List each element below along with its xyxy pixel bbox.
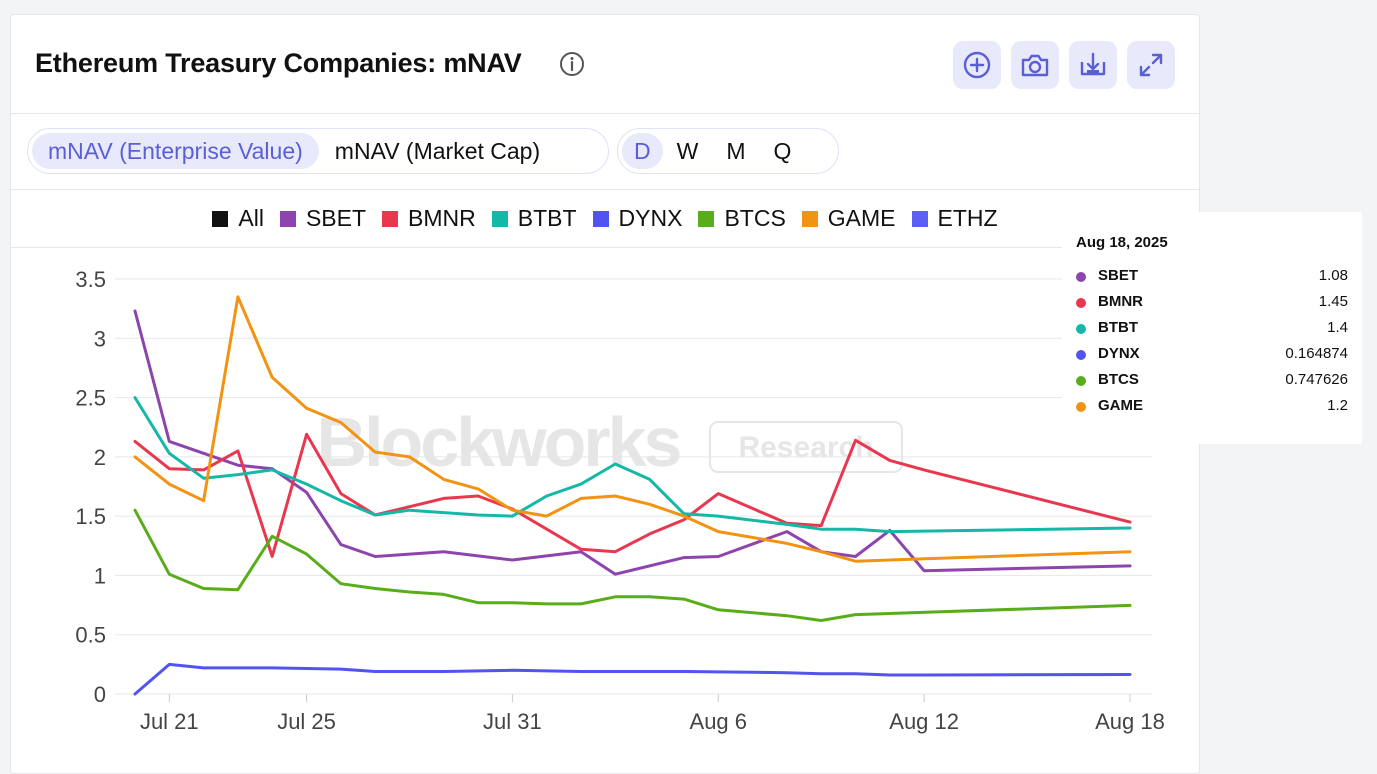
tooltip-row: GAME 1.2 <box>1076 397 1348 417</box>
legend-swatch <box>698 210 715 227</box>
expand-icon <box>1139 53 1163 77</box>
legend-swatch <box>491 210 508 227</box>
legend-label: BTBT <box>517 205 577 231</box>
chart-legend: All SBET BMNR BTBT DYNX BTCS GAME ETHZ <box>11 190 1199 248</box>
camera-icon <box>1021 54 1049 77</box>
tooltip-row: BMNR 1.45 <box>1076 293 1348 313</box>
legend-label: SBET <box>305 205 367 231</box>
tooltip-value: 1.08 <box>1318 267 1348 284</box>
tab-weekly[interactable]: W <box>676 138 699 164</box>
y-tick-label: 1 <box>94 563 106 588</box>
tooltip-name: BMNR <box>1098 293 1143 310</box>
tooltip-value: 1.45 <box>1318 293 1348 310</box>
tooltip-name: BTBT <box>1098 319 1138 336</box>
card-header: Ethereum Treasury Companies: mNAV <box>11 15 1199 114</box>
chart-card: Ethereum Treasury Companies: mNAV <box>10 14 1200 774</box>
legend-swatch <box>279 210 296 227</box>
tab-market-cap[interactable]: mNAV (Market Cap) <box>334 138 541 164</box>
watermark: Blockworks Research <box>317 403 903 481</box>
series-line-game <box>133 295 1132 563</box>
x-tick-label: Aug 6 <box>690 709 748 734</box>
y-tick-label: 3 <box>94 326 106 351</box>
y-axis-ticks: 0 0.5 1 1.5 2 2.5 3 3.5 <box>75 267 106 707</box>
tooltip: Aug 18, 2025 SBET 1.08 BMNR 1.45 BTBT 1.4 D… <box>1062 212 1362 444</box>
legend-item-sbet[interactable]: SBET <box>279 205 367 232</box>
x-tick-label: Jul 25 <box>277 709 336 734</box>
info-icon[interactable] <box>559 51 585 77</box>
tooltip-row: BTBT 1.4 <box>1076 319 1348 339</box>
legend-item-ethz[interactable]: ETHZ <box>911 205 998 232</box>
x-tick-label: Jul 21 <box>140 709 199 734</box>
add-circle-icon <box>963 51 991 79</box>
legend-swatch <box>801 210 818 227</box>
series-line-btcs <box>133 508 1132 622</box>
y-tick-label: 2.5 <box>75 386 106 411</box>
x-axis-ticks: Jul 21 Jul 25 Jul 31 Aug 6 Aug 12 Aug 18 <box>140 694 1165 734</box>
series-line-bmnr <box>133 432 1132 558</box>
x-tick-label: Jul 31 <box>483 709 542 734</box>
legend-label: GAME <box>827 205 896 231</box>
tooltip-value: 1.4 <box>1327 319 1348 336</box>
expand-button[interactable] <box>1127 41 1175 89</box>
tab-quarterly[interactable]: Q <box>773 138 792 164</box>
tooltip-value: 0.164874 <box>1285 345 1348 362</box>
download-button[interactable] <box>1069 41 1117 89</box>
metric-toggle: mNAV (Enterprise Value) mNAV (Market Cap… <box>27 128 609 174</box>
legend-label: BTCS <box>724 205 786 231</box>
tab-enterprise-value[interactable]: mNAV (Enterprise Value) <box>32 133 319 169</box>
tooltip-value: 0.747626 <box>1285 371 1348 388</box>
tooltip-row: SBET 1.08 <box>1076 267 1348 287</box>
legend-label: All <box>238 205 264 231</box>
legend-item-game[interactable]: GAME <box>801 205 896 232</box>
tooltip-name: BTCS <box>1098 371 1139 388</box>
legend-item-bmnr[interactable]: BMNR <box>382 205 476 232</box>
tooltip-dot <box>1076 376 1086 386</box>
tooltip-name: GAME <box>1098 397 1143 414</box>
tooltip-value: 1.2 <box>1327 397 1348 414</box>
tab-daily[interactable]: D <box>622 133 663 169</box>
y-tick-label: 0.5 <box>75 623 106 648</box>
tooltip-name: SBET <box>1098 267 1139 284</box>
legend-label: DYNX <box>618 205 683 231</box>
legend-swatch <box>911 210 928 227</box>
controls-bar: mNAV (Enterprise Value) mNAV (Market Cap… <box>11 114 1199 190</box>
series-line-btbt <box>133 396 1132 534</box>
y-tick-label: 2 <box>94 445 106 470</box>
period-toggle: D W M Q <box>617 128 839 174</box>
legend-label: BMNR <box>408 205 476 231</box>
legend-item-all[interactable]: All <box>212 205 264 232</box>
y-tick-label: 1.5 <box>75 504 106 529</box>
tooltip-date: Aug 18, 2025 <box>1076 234 1168 251</box>
tooltip-row: DYNX 0.164874 <box>1076 345 1348 365</box>
legend-item-dynx[interactable]: DYNX <box>592 205 683 232</box>
tooltip-dot <box>1076 402 1086 412</box>
screenshot-button[interactable] <box>1011 41 1059 89</box>
legend-item-btcs[interactable]: BTCS <box>698 205 786 232</box>
x-tick-label: Aug 12 <box>889 709 959 734</box>
tooltip-name: DYNX <box>1098 345 1140 362</box>
watermark-tag-box <box>709 421 903 473</box>
download-icon <box>1080 52 1106 76</box>
tooltip-row: BTCS 0.747626 <box>1076 371 1348 391</box>
y-tick-label: 0 <box>94 682 106 707</box>
grid-lines <box>115 278 1152 695</box>
legend-swatch <box>382 210 399 227</box>
x-tick-label: Aug 18 <box>1095 709 1165 734</box>
legend-label: ETHZ <box>937 205 998 231</box>
y-tick-label: 3.5 <box>75 267 106 292</box>
legend-swatch <box>592 210 609 227</box>
tooltip-dot <box>1076 272 1086 282</box>
page-title: Ethereum Treasury Companies: mNAV <box>35 48 522 78</box>
series-lines <box>133 295 1132 696</box>
tooltip-dot <box>1076 324 1086 334</box>
legend-swatch <box>212 210 229 227</box>
add-button[interactable] <box>953 41 1001 89</box>
tab-monthly[interactable]: M <box>726 138 746 164</box>
tooltip-dot <box>1076 350 1086 360</box>
series-line-dynx <box>133 662 1132 696</box>
tooltip-dot <box>1076 298 1086 308</box>
legend-item-btbt[interactable]: BTBT <box>491 205 577 232</box>
